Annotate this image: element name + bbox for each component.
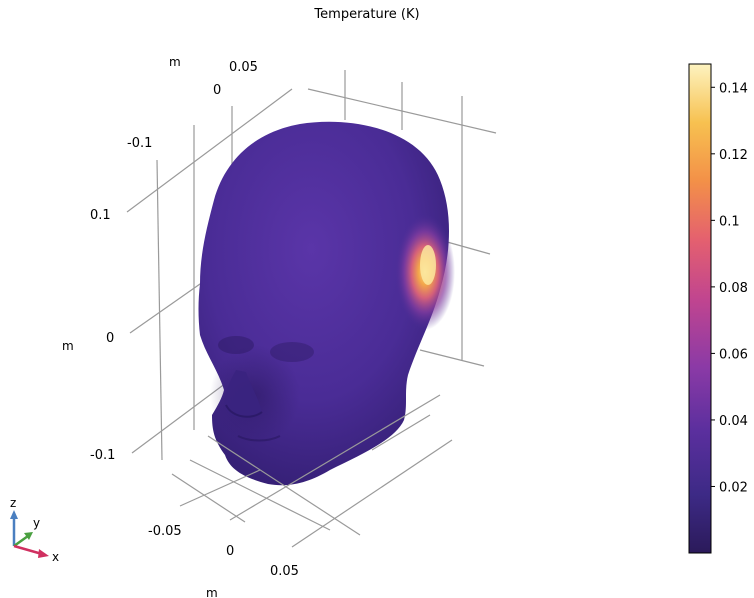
y-tick: 0.05 bbox=[229, 60, 258, 75]
y-axis-unit: m bbox=[169, 55, 181, 69]
grid-line bbox=[229, 394, 441, 521]
grid-line bbox=[156, 159, 163, 461]
grid-line bbox=[126, 88, 293, 213]
colorbar-tick-label: 0.04 bbox=[719, 414, 748, 429]
x-axis-unit: m bbox=[206, 586, 218, 598]
z-tick: 0.1 bbox=[90, 208, 111, 223]
colorbar-bar bbox=[688, 63, 712, 554]
grid-front bbox=[171, 394, 453, 548]
triad-x-arrow bbox=[38, 549, 49, 558]
chart-title: Temperature (K) bbox=[313, 7, 419, 22]
colorbar-tick-label: 0.02 bbox=[719, 480, 748, 495]
triad-y-arrow bbox=[24, 532, 33, 540]
z-tick: 0 bbox=[106, 331, 114, 346]
x-tick: -0.05 bbox=[148, 524, 182, 539]
grid-line bbox=[291, 439, 453, 548]
grid-back bbox=[126, 70, 497, 461]
triad-y-label: y bbox=[33, 516, 40, 530]
nose-tip bbox=[225, 404, 263, 418]
triad-x-axis bbox=[13, 544, 43, 556]
grid-line bbox=[179, 469, 261, 507]
mouth bbox=[237, 435, 281, 442]
colorbar: 0.14 0.12 0.1 0.08 0.06 0.04 0.02 bbox=[688, 63, 748, 554]
triad-x-label: x bbox=[52, 550, 59, 564]
axis-triad: z y x bbox=[10, 496, 59, 564]
colorbar-tick-label: 0.08 bbox=[719, 281, 748, 296]
grid-line bbox=[189, 459, 331, 531]
hotspot-core bbox=[420, 245, 436, 285]
z-axis-unit: m bbox=[62, 339, 74, 353]
colorbar-tick-label: 0.06 bbox=[719, 347, 748, 362]
x-tick: 0.05 bbox=[270, 564, 299, 579]
grid-line bbox=[171, 473, 246, 523]
axis-ticks: m 0.05 0 -0.1 0.1 m 0 -0.1 -0.05 0 0.05 … bbox=[62, 55, 299, 598]
nose bbox=[224, 370, 262, 419]
z-tick: -0.1 bbox=[90, 448, 115, 463]
x-tick: 0 bbox=[226, 544, 234, 559]
colorbar-ticks: 0.14 0.12 0.1 0.08 0.06 0.04 0.02 bbox=[711, 81, 748, 495]
colorbar-tick-label: 0.1 bbox=[719, 214, 740, 229]
y-tick: -0.1 bbox=[127, 136, 152, 151]
colorbar-tick-label: 0.14 bbox=[719, 81, 748, 96]
grid-line bbox=[371, 414, 431, 451]
y-tick: 0 bbox=[213, 83, 221, 98]
eye-socket bbox=[218, 336, 254, 354]
eye-socket bbox=[270, 342, 314, 362]
colorbar-tick-label: 0.12 bbox=[719, 148, 748, 163]
triad-z-label: z bbox=[10, 496, 16, 510]
head-surface bbox=[198, 121, 455, 486]
grid-line bbox=[419, 349, 485, 367]
triad-y-axis bbox=[13, 534, 29, 548]
triad-z-arrow bbox=[10, 510, 18, 519]
